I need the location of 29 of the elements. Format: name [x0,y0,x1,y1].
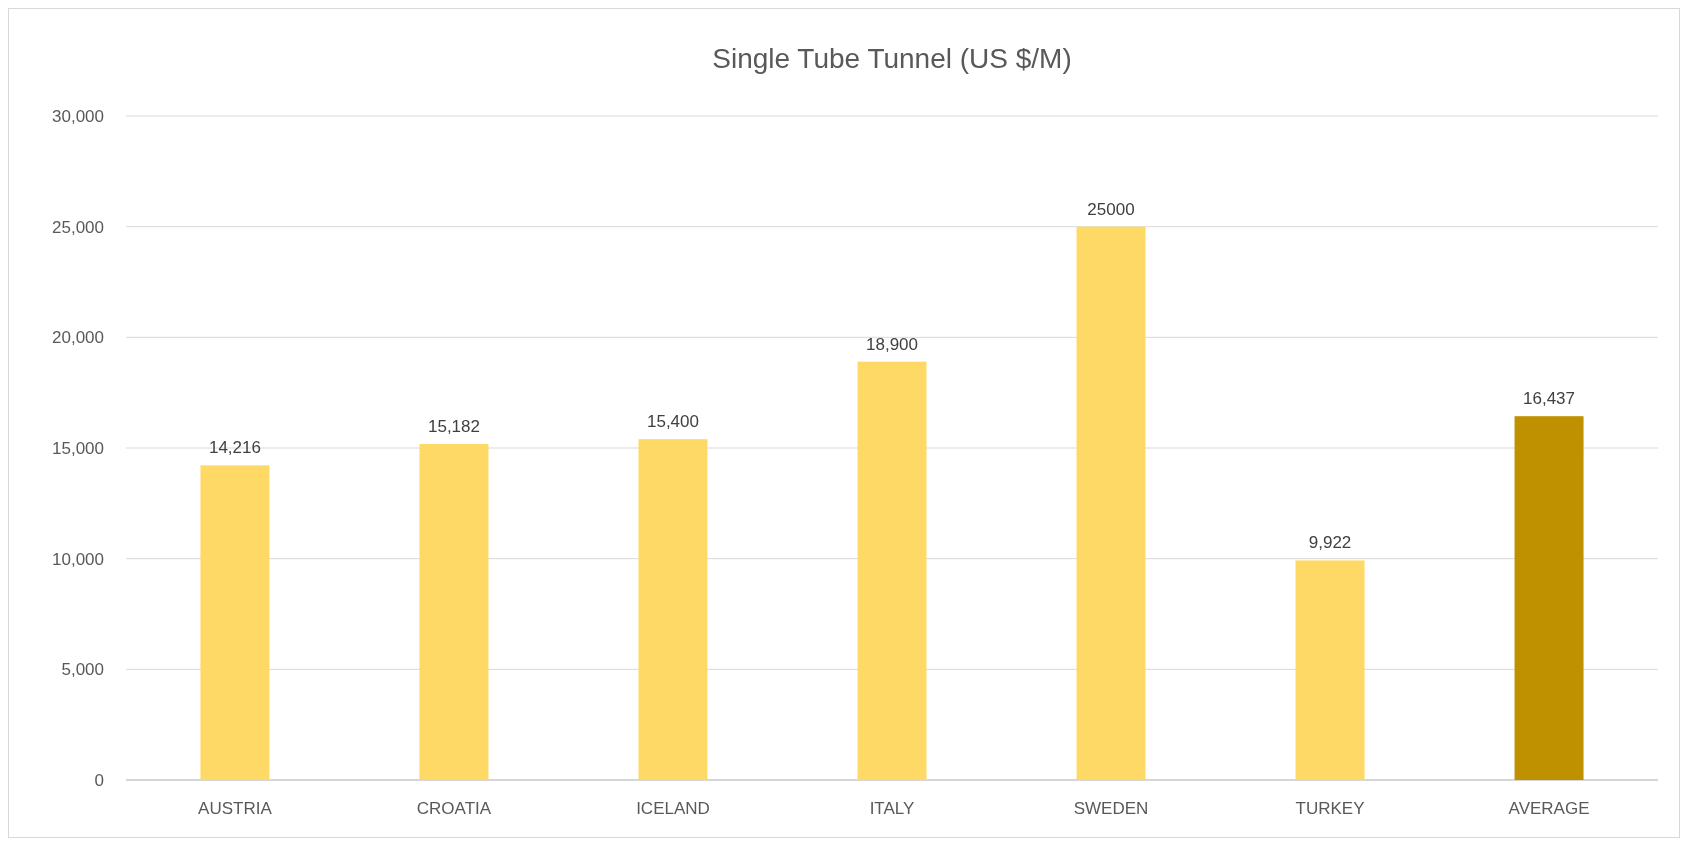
data-label: 25000 [1087,199,1135,219]
bar [200,465,270,780]
x-tick-label: AUSTRIA [198,799,273,818]
y-tick-label: 10,000 [52,549,104,569]
y-tick-label: 0 [94,770,104,790]
bar [1295,560,1365,780]
y-tick-label: 25,000 [52,217,104,237]
bar [638,439,708,780]
x-tick-label: CROATIA [416,799,492,818]
bar [1514,416,1584,780]
data-label: 16,437 [1523,389,1576,409]
x-tick-label: ICELAND [636,799,710,818]
bar [419,443,489,780]
y-tick-label: 5,000 [61,660,104,680]
x-tick-label: TURKEY [1295,799,1365,818]
data-label: 14,216 [208,438,261,458]
y-tick-label: 20,000 [52,328,104,348]
x-tick-label: ITALY [869,799,915,818]
bar [857,361,927,780]
data-label: 15,400 [646,412,699,432]
y-tick-label: 15,000 [52,438,104,458]
x-tick-label: AVERAGE [1508,799,1590,818]
data-label: 15,182 [427,416,480,436]
x-tick-label: SWEDEN [1073,799,1149,818]
bar [1076,226,1146,780]
data-label: 9,922 [1308,533,1352,553]
y-tick-label: 30,000 [52,106,104,126]
data-label: 18,900 [866,334,918,354]
chart-title: Single Tube Tunnel (US $/M) [712,43,1072,74]
